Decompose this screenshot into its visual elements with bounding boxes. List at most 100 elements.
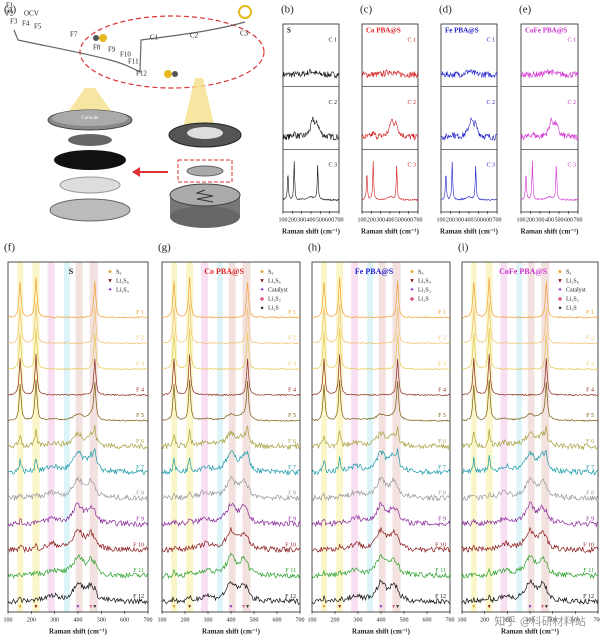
- x-axis-label: Raman shift (cm⁻¹): [202, 628, 261, 636]
- legend-symbol: ✦: [409, 286, 414, 293]
- curve-label: F 10: [435, 542, 446, 548]
- legend-symbol: ▼: [409, 278, 415, 284]
- x-axis-label: Raman shift (cm⁻¹): [282, 228, 341, 236]
- voltage-curve: [13, 21, 246, 73]
- peak-band: [217, 262, 223, 612]
- spectrum: [311, 553, 451, 579]
- spectrum: [520, 160, 579, 202]
- legend-symbol: ◆: [260, 296, 265, 302]
- panel-label: (g): [158, 242, 171, 254]
- legend-label: Li₂S: [418, 296, 429, 302]
- x-tick-label: 200: [331, 617, 340, 623]
- point-label: F12: [136, 70, 147, 78]
- ocv-label: OCV: [24, 10, 39, 18]
- curve-label: F 1: [438, 310, 446, 316]
- curve-label: F 2: [288, 336, 296, 342]
- peak-marker: ▼: [76, 605, 81, 610]
- peak-band: [47, 262, 55, 612]
- spectrum: [311, 527, 451, 554]
- legend-label: S₈: [566, 269, 571, 275]
- highlight-ellipse: [79, 15, 265, 89]
- peak-band: [64, 262, 70, 612]
- spectrum: [311, 354, 451, 397]
- spectrum: [7, 379, 149, 422]
- legend-label: Li₂S₂: [418, 287, 431, 293]
- legend-label: Li₂S: [268, 305, 279, 311]
- x-tick-label: 700: [335, 217, 344, 223]
- x-tick-label: 100: [158, 617, 167, 623]
- spectrum: [311, 277, 451, 319]
- curve-label: F 11: [285, 568, 296, 574]
- x-tick-label: 400: [227, 617, 236, 623]
- curve-label: F 8: [438, 491, 446, 497]
- x-tick-label: 500: [474, 217, 483, 223]
- curve-label: C 2: [567, 100, 576, 106]
- spectrum: [7, 554, 149, 580]
- spectrum: [282, 68, 340, 79]
- curve-label: F 12: [285, 594, 296, 600]
- spectrum: [161, 276, 301, 319]
- x-tick-label: 300: [297, 217, 306, 223]
- point-label: F9: [108, 46, 116, 54]
- spectrum: [161, 450, 301, 476]
- point-label: F2: [6, 10, 14, 18]
- spectrum: [461, 277, 599, 319]
- curve-label: C 2: [407, 100, 416, 106]
- spectrum: [461, 554, 599, 580]
- x-axis-label: Raman shift (cm⁻¹): [352, 628, 411, 636]
- peak-band: [75, 262, 83, 612]
- panel-label: (i): [458, 242, 469, 254]
- spectrum: [311, 476, 451, 503]
- x-tick-label: 300: [503, 617, 512, 623]
- curve-label: C 2: [486, 100, 495, 106]
- legend-label: Catalyst: [566, 287, 586, 293]
- x-tick-label: 700: [446, 617, 455, 623]
- point-label: C2: [190, 32, 199, 40]
- x-tick-label: 600: [273, 617, 282, 623]
- point-label: F1: [6, 2, 14, 10]
- peak-marker: ▼: [528, 605, 533, 610]
- spectrum: [161, 526, 301, 554]
- legend-label: S₈: [116, 269, 121, 275]
- peak-band: [471, 262, 477, 612]
- peak-band: [17, 262, 24, 612]
- x-tick-label: 300: [455, 217, 464, 223]
- curve-label: C 3: [567, 163, 576, 169]
- legend-symbol: ★: [259, 268, 264, 275]
- peak-band: [378, 262, 386, 612]
- x-tick-label: 100: [358, 217, 367, 223]
- x-tick-label: 400: [377, 617, 386, 623]
- point-label: F5: [34, 23, 42, 31]
- spectrum: [7, 581, 149, 605]
- spectrum: [311, 578, 451, 605]
- curve-label: F 9: [136, 517, 144, 523]
- curve-label: F 4: [438, 387, 446, 393]
- legend-label: Li₂S₂: [566, 296, 579, 302]
- x-tick-label: 400: [545, 217, 554, 223]
- curve-label: C 1: [567, 37, 576, 43]
- spectrum: [461, 450, 599, 476]
- spectrum: [461, 379, 599, 422]
- peak-band: [527, 262, 535, 612]
- curve-label: F 3: [586, 362, 594, 368]
- legend-symbol: ▼: [259, 278, 265, 284]
- x-tick-label: 100: [517, 217, 526, 223]
- x-tick-label: 200: [27, 617, 36, 623]
- legend-label: Li₂S₆: [268, 278, 281, 284]
- point-label: C3: [240, 30, 249, 38]
- x-tick-label: 500: [395, 217, 404, 223]
- peak-marker: ▼: [88, 605, 93, 610]
- cathode: [68, 134, 112, 146]
- plot-frame: [282, 23, 340, 213]
- panel-label: (c): [360, 4, 373, 16]
- x-tick-label: 600: [404, 217, 413, 223]
- curve-label: F 9: [438, 517, 446, 523]
- curve-label: F 7: [586, 465, 594, 471]
- legend-label: Li₂S: [566, 305, 577, 311]
- curve-label: F 5: [438, 413, 446, 419]
- spectrum: [311, 328, 450, 371]
- curve-label: F 8: [136, 491, 144, 497]
- spring: [195, 189, 214, 203]
- legend-symbol: ▼: [107, 278, 113, 284]
- spectrum: [7, 528, 149, 554]
